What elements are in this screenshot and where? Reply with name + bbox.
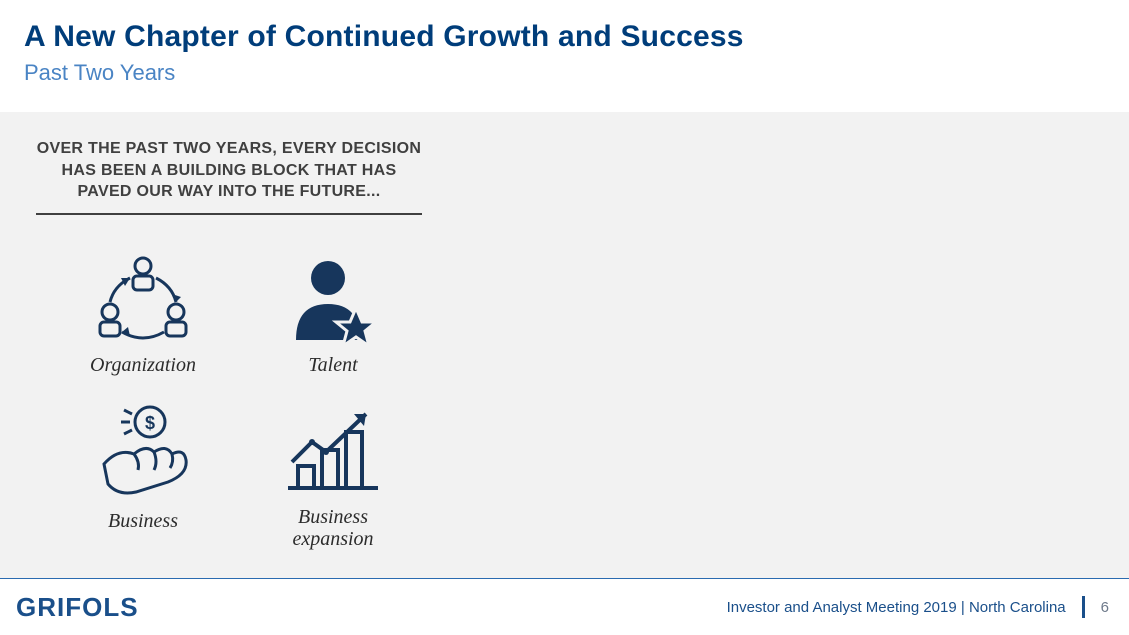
footer-right: Investor and Analyst Meeting 2019 | Nort… (727, 596, 1109, 618)
page-subtitle: Past Two Years (24, 60, 1105, 86)
organization-label: Organization (90, 354, 196, 376)
business-cell: $ Business (58, 400, 228, 550)
body-area: OVER THE PAST TWO YEARS, EVERY DECISION … (0, 112, 1129, 578)
business-label: Business (108, 510, 178, 532)
organization-cell: Organization (58, 252, 228, 376)
logo: GRIFOLS (16, 592, 139, 623)
expansion-label-line1: Business (298, 506, 368, 528)
growth-chart-icon (278, 400, 388, 500)
expansion-label-line2: expansion (292, 528, 373, 550)
expansion-cell: Business expansion (248, 400, 418, 550)
svg-text:$: $ (145, 413, 155, 433)
footer-divider (1082, 596, 1085, 618)
organization-icon (88, 252, 198, 348)
footer-meeting-text: Investor and Analyst Meeting 2019 | Nort… (727, 599, 1066, 616)
expansion-label: Business expansion (292, 506, 373, 550)
talent-cell: Talent (248, 252, 418, 376)
footer: GRIFOLS Investor and Analyst Meeting 201… (0, 578, 1129, 635)
lead-text: OVER THE PAST TWO YEARS, EVERY DECISION … (36, 138, 422, 215)
talent-label: Talent (308, 354, 357, 376)
title-block: A New Chapter of Continued Growth and Su… (0, 0, 1129, 94)
slide: A New Chapter of Continued Growth and Su… (0, 0, 1129, 635)
icon-grid: Organization Talent $ (58, 252, 418, 550)
page-title: A New Chapter of Continued Growth and Su… (24, 20, 1105, 54)
page-number: 6 (1101, 599, 1109, 616)
talent-icon (278, 252, 388, 348)
business-icon: $ (88, 400, 198, 504)
